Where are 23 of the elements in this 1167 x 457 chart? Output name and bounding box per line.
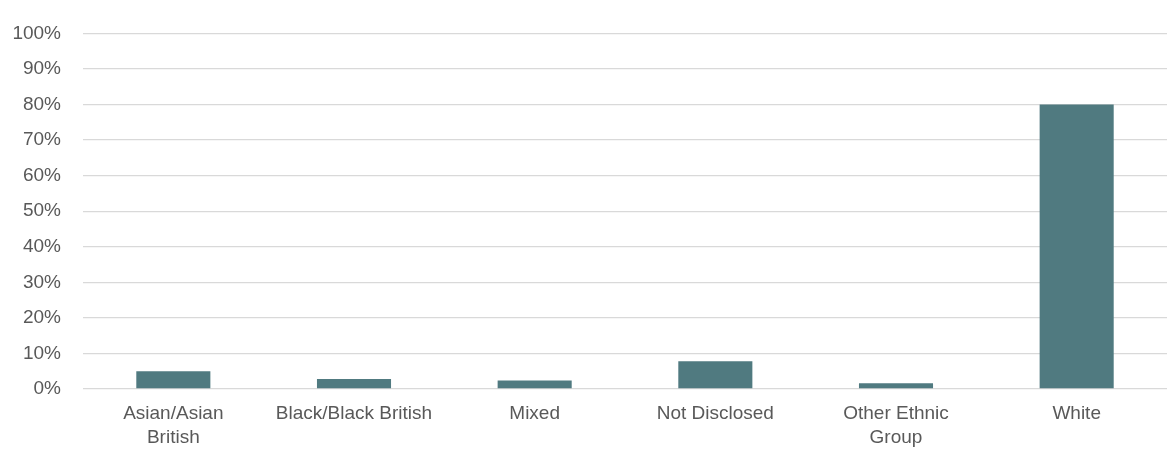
bar [316,379,392,389]
x-tick-label: Not Disclosed [656,401,774,423]
bar [858,383,934,389]
y-tick-label: 70% [22,128,62,150]
y-tick-label: 10% [22,341,62,363]
y-tick-label: 80% [22,92,62,114]
y-tick-label: 100% [12,21,62,43]
bar [678,361,753,389]
x-tick-label: Black/Black British [275,401,433,423]
y-tick-label: 90% [22,57,62,79]
y-tick-label: 0% [33,377,62,399]
bar [1039,104,1114,389]
x-tick-label: Mixed [509,401,561,423]
y-tick-label: 40% [22,234,62,256]
x-tick-label: Other Ethnic Group [843,401,949,448]
bar [136,371,211,389]
bar [497,380,572,389]
y-tick-label: 30% [22,270,62,292]
y-tick-label: 50% [22,199,62,221]
y-tick-label: 20% [22,306,62,328]
x-tick-label: White [1052,401,1101,423]
y-tick-label: 60% [22,163,62,185]
x-tick-label: Asian/Asian British [123,401,224,448]
